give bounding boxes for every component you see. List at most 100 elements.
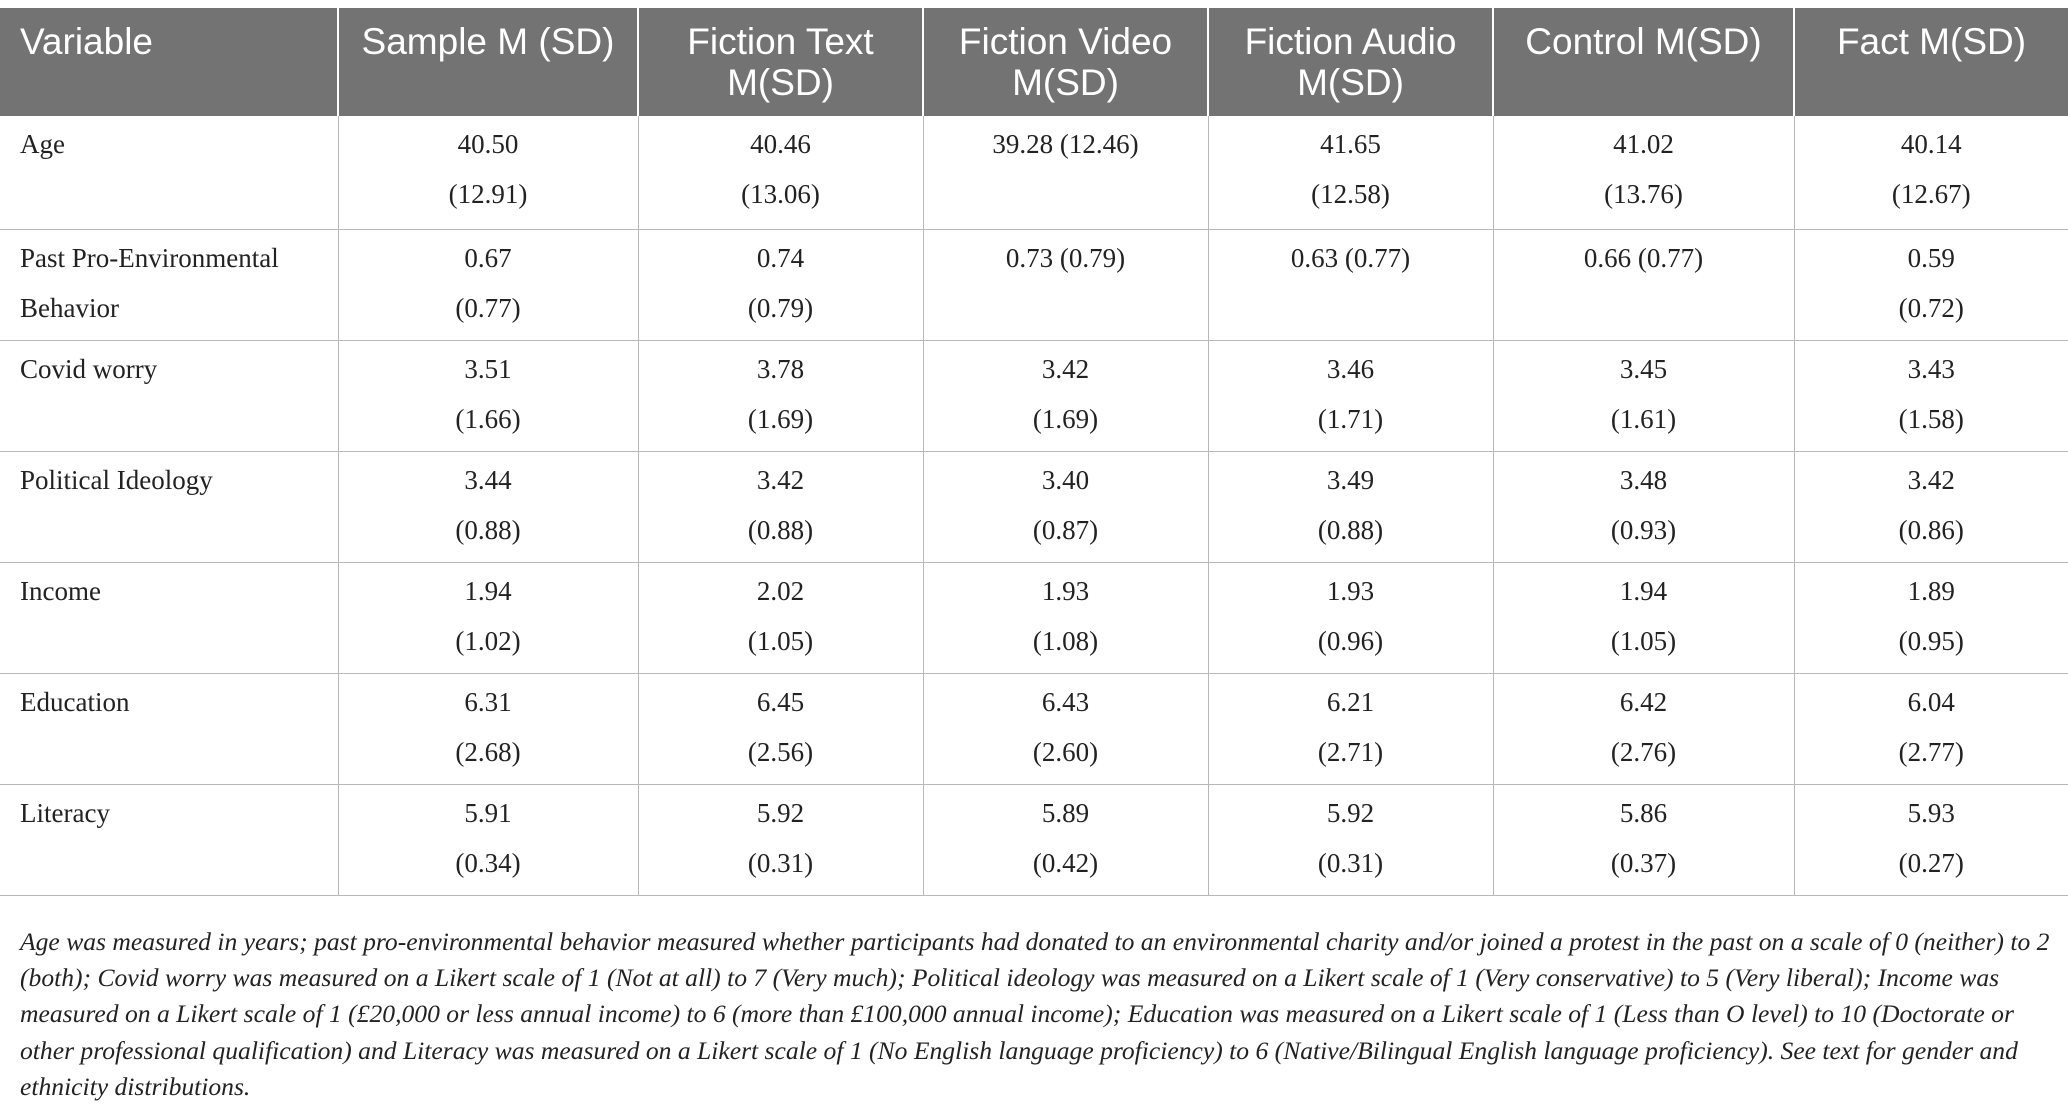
cell-value: 0.73 (0.79) [1005,242,1126,273]
row-label: Political Ideology [0,451,338,563]
cell-control: 5.86 (0.37) [1492,784,1794,896]
cell-fiction-audio: 0.63 (0.77) [1207,229,1493,341]
table-footnote: Age was measured in years; past pro-envi… [20,927,2050,1101]
header-row: Variable Sample M (SD) Fiction Text M(SD… [0,8,2068,116]
cell-control: 1.94 (1.05) [1492,562,1794,674]
row-label: Literacy [0,784,338,896]
cell-value: 1.94 [464,575,512,606]
cell-value: 41.65 [1320,129,1381,159]
cell-fiction-text: 40.46 (13.06) [637,116,923,230]
cell-sd: (13.76) [1604,179,1683,209]
cell-fiction-audio: 41.65 (12.58) [1207,116,1493,230]
cell-value: 6.04 [1907,686,1955,717]
row-label: Covid worry [0,340,338,452]
cell-fact: 6.04 (2.77) [1793,673,2068,785]
cell-fiction-text: 3.78 (1.69) [637,340,923,452]
cell-fiction-video: 0.73 (0.79) [922,229,1208,341]
cell-sd: (0.31) [747,847,814,878]
cell-sd: (1.05) [1610,625,1677,656]
header-fiction-text: Fiction Text M(SD) [637,8,923,116]
cell-fiction-text: 2.02 (1.05) [637,562,923,674]
cell-sd: (1.58) [1898,403,1964,434]
cell-sample: 1.94 (1.02) [337,562,638,674]
cell-sample: 3.44 (0.88) [337,451,638,563]
cell-fiction-video: 5.89 (0.42) [922,784,1208,896]
cell-sd: (0.93) [1610,514,1677,545]
cell-sd: (12.58) [1311,179,1390,209]
cell-fiction-video: 6.43 (2.60) [922,673,1208,785]
cell-sample: 6.31 (2.68) [337,673,638,785]
table-row: Past Pro-Environmental Behavior 0.67 (0.77… [0,229,2068,341]
cell-value: 5.91 [464,797,512,828]
cell-sd: (0.31) [1317,847,1384,878]
cell-sd: (0.42) [1032,847,1099,878]
cell-value: 3.44 [464,464,512,495]
cell-sd: (0.95) [1898,625,1964,656]
cell-value: 5.86 [1619,797,1668,828]
cell-value: 3.51 [464,353,512,384]
cell-sd: (0.34) [455,847,521,878]
cell-sd: (2.71) [1317,736,1384,767]
cell-sd: (0.72) [1898,292,1964,323]
cell-fiction-text: 3.42 (0.88) [637,451,923,563]
cell-fact: 3.43 (1.58) [1793,340,2068,452]
header-sample: Sample M (SD) [337,8,638,116]
cell-value: 0.59 [1907,242,1955,273]
cell-value: 41.02 [1613,129,1674,159]
cell-sd: (2.76) [1610,736,1677,767]
cell-value: 3.46 [1326,353,1375,384]
cell-fiction-audio: 3.49 (0.88) [1207,451,1493,563]
cell-value: 5.92 [1326,797,1375,828]
cell-control: 3.45 (1.61) [1492,340,1794,452]
cell-value: 5.92 [756,797,805,828]
cell-sample: 40.50 (12.91) [337,116,638,230]
cell-fiction-text: 0.74 (0.79) [637,229,923,341]
cell-value: 3.49 [1326,464,1375,495]
cell-sd: (1.08) [1032,625,1099,656]
cell-sd: (0.88) [455,514,521,545]
cell-sd: (0.86) [1898,514,1964,545]
cell-value: 0.67 [464,242,512,273]
cell-fiction-text: 6.45 (2.56) [637,673,923,785]
cell-fiction-video: 3.42 (1.69) [922,340,1208,452]
header-fact: Fact M(SD) [1793,8,2068,116]
cell-value: 2.02 [756,575,805,606]
table-row: Education 6.31 (2.68) 6.45 (2.56) 6.43 (2.60) 6… [0,673,2068,785]
cell-sd: (0.37) [1610,847,1677,878]
cell-control: 41.02 (13.76) [1492,116,1794,230]
header-control: Control M(SD) [1492,8,1794,116]
table-header: Variable Sample M (SD) Fiction Text M(SD… [0,8,2068,116]
cell-sd: (1.66) [455,403,521,434]
cell-fact: 40.14 (12.67) [1793,116,2068,230]
cell-sd: (0.88) [747,514,814,545]
cell-fact: 3.42 (0.86) [1793,451,2068,563]
cell-sd: (1.02) [455,625,521,656]
cell-sd: (1.05) [747,625,814,656]
cell-value: 6.21 [1326,686,1375,717]
table-row: Covid worry 3.51 (1.66) 3.78 (1.69) 3.42 (1.69… [0,340,2068,452]
cell-value: 3.42 [756,464,805,495]
cell-value: 1.93 [1041,575,1090,606]
header-fiction-video: Fiction Video M(SD) [922,8,1208,116]
cell-fiction-audio: 5.92 (0.31) [1207,784,1493,896]
cell-control: 3.48 (0.93) [1492,451,1794,563]
row-label: Income [0,562,338,674]
cell-value: 40.50 [457,129,519,159]
cell-sd: (1.71) [1317,403,1384,434]
cell-sd: (1.69) [1032,403,1099,434]
cell-sd: (1.61) [1610,403,1677,434]
cell-value: 0.66 (0.77) [1583,242,1704,273]
cell-sample: 5.91 (0.34) [337,784,638,896]
cell-control: 0.66 (0.77) [1492,229,1794,341]
cell-fiction-audio: 3.46 (1.71) [1207,340,1493,452]
cell-value: 6.31 [464,686,512,717]
cell-sample: 3.51 (1.66) [337,340,638,452]
cell-fact: 5.93 (0.27) [1793,784,2068,896]
cell-fiction-video: 39.28 (12.46) [922,116,1208,230]
cell-value: 3.42 [1041,353,1090,384]
cell-value: 40.14 [1900,129,1962,159]
cell-value: 3.78 [756,353,805,384]
cell-value: 0.63 (0.77) [1290,242,1411,273]
cell-fiction-audio: 1.93 (0.96) [1207,562,1493,674]
row-label: Age [0,116,338,230]
